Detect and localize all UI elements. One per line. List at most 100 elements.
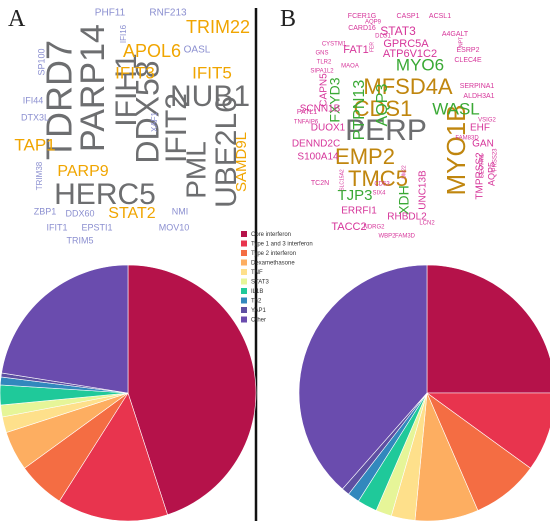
word-serpina1: SERPINA1	[460, 83, 495, 90]
word-cd53: CD53	[374, 182, 390, 188]
legend-swatch-th2	[241, 297, 247, 304]
word-a4galt: A4GALT	[442, 31, 469, 38]
word-stat2: STAT2	[108, 205, 156, 222]
legend-label-tnf: TNF	[251, 270, 263, 276]
legend: Core interferon Type 1 and 3 interferon Ty…	[241, 231, 313, 324]
word-emp2: EMP2	[335, 144, 395, 169]
word-wbp2: WBP2	[378, 234, 396, 240]
word-rhbdl2: RHBDL2	[387, 212, 427, 223]
legend-swatch-yap1	[241, 307, 247, 313]
word-capn5: CAPN5	[319, 73, 330, 107]
word-card16: CARD16	[348, 25, 376, 32]
word-myo6: MYO6	[396, 55, 444, 74]
word-fam83d: FAM83D	[455, 136, 479, 142]
legend-label-th2: Th2	[251, 299, 262, 305]
legend-swatch-other	[241, 316, 247, 323]
word-ddx60: DDX60	[65, 208, 94, 218]
word-casp1: CASP1	[397, 13, 420, 20]
word-xaf1: XAF1	[150, 111, 159, 132]
word-fat1: FAT1	[343, 44, 368, 56]
word-um22: UM22	[401, 165, 407, 179]
word-dlg1: DLG1	[375, 34, 391, 40]
word-patl1: PATL1	[297, 109, 317, 116]
word-ndrg2: NDRG2	[363, 225, 385, 231]
word-unc13b: UNC13B	[418, 170, 429, 210]
word-aqp3: AQP3	[374, 84, 391, 127]
word-duox1: DUOX1	[311, 123, 346, 134]
legend-swatch-type-2-interferon	[241, 250, 247, 256]
legend-label-stat3: STAT3	[251, 280, 269, 286]
word-zbp1: ZBP1	[34, 206, 57, 216]
word-tjp3: TJP3	[337, 187, 372, 204]
word-gan: GAN	[472, 139, 494, 150]
legend-label-other: Other	[251, 318, 266, 324]
legend-swatch-type-1-and-3-interferon	[241, 240, 247, 247]
word-errfi1: ERRFI1	[341, 206, 377, 217]
word-maoa: MAOA	[341, 64, 359, 70]
word-samd9l: SAMD9L	[233, 132, 250, 192]
word-ifit3: IFIT3	[115, 63, 155, 82]
legend-swatch-il1b	[241, 288, 247, 294]
word-phf11: PHF11	[95, 8, 126, 19]
word-tap1: TAP1	[14, 135, 55, 154]
word-dennd2c: DENND2C	[292, 139, 340, 150]
word-sectm1: SECTM1	[480, 153, 486, 178]
word-vsig2: VSIG2	[478, 118, 496, 124]
word-nub1: NUB1	[170, 80, 250, 113]
word-ube2l6: UBE2L6	[210, 96, 243, 208]
legend-swatch-tnf	[241, 269, 247, 275]
word-fer: FER	[369, 42, 375, 52]
word-tnfaip6: TNFAIP6	[294, 120, 319, 126]
word-npt: NPT	[458, 37, 464, 47]
word-gprc5a: GPRC5A	[383, 38, 429, 50]
word-xdh: XDH	[396, 185, 412, 215]
word-trim22: TRIM22	[186, 17, 250, 37]
word-tmprss2: TMPRSS2	[475, 152, 486, 200]
pie-chart-b	[298, 264, 550, 521]
word-scnn1b: SCNN1B	[300, 104, 341, 115]
word-herc5: HERC5	[54, 178, 156, 211]
word-fam3d: FAM3D	[395, 234, 416, 240]
word-slc15a2: SLC15A2	[339, 169, 345, 191]
word-ifi44: IFI44	[23, 95, 44, 105]
word-acsl1: ACSL1	[429, 13, 451, 20]
word-nmi: NMI	[172, 206, 189, 216]
legend-swatch-core-interferon	[241, 231, 247, 237]
word-aldh3a1: ALDH3A1	[463, 93, 494, 100]
word-esrp2: ESRP2	[457, 47, 480, 54]
word-epsti1: EPSTI1	[81, 222, 112, 232]
legend-label-type-2-interferon: Type 2 interferon	[251, 251, 296, 257]
legend-swatch-dexamethasone	[241, 259, 247, 266]
pie-b-slice-other	[298, 264, 428, 490]
word-tacc2: TACC2	[331, 221, 366, 233]
panel-label-a: A	[8, 6, 26, 32]
word-parp9: PARP9	[57, 163, 108, 180]
word-ifit2: IFIT2	[160, 93, 193, 163]
word-pml: PML	[180, 141, 211, 199]
word-lcn2: LCN2	[419, 221, 435, 227]
word-fxyd3: FXYD3	[327, 77, 343, 122]
word-trim5: TRIM5	[67, 235, 94, 245]
word-six4: SIX4	[372, 191, 386, 197]
legend-swatch-stat3	[241, 278, 247, 285]
word-ifih1: IFIH1	[110, 53, 143, 126]
word-aqp9: AQP9	[365, 20, 382, 26]
legend-label-type-1-and-3-interferon: Type 1 and 3 interferon	[251, 242, 313, 248]
word-tc2n: TC2N	[311, 180, 329, 187]
word-ehf: EHF	[470, 123, 490, 134]
panel-label-b: B	[280, 6, 296, 32]
word-perp: PERP	[345, 114, 427, 147]
word-tmc5: TMC5	[348, 166, 408, 191]
pie-b-slice-core-interferon	[426, 264, 550, 394]
word-gns: GNS	[315, 51, 328, 57]
pie-a-slice-core-interferon	[127, 264, 257, 516]
pie-b-slice-type-1-and-3-interferon	[426, 392, 550, 469]
legend-label-core-interferon: Core interferon	[251, 232, 291, 238]
word-stat3: STAT3	[380, 24, 416, 38]
word-oasl: OASL	[184, 45, 211, 56]
word-myo1b: MYO1B	[441, 104, 471, 195]
word-apol6: APOL6	[123, 41, 181, 61]
